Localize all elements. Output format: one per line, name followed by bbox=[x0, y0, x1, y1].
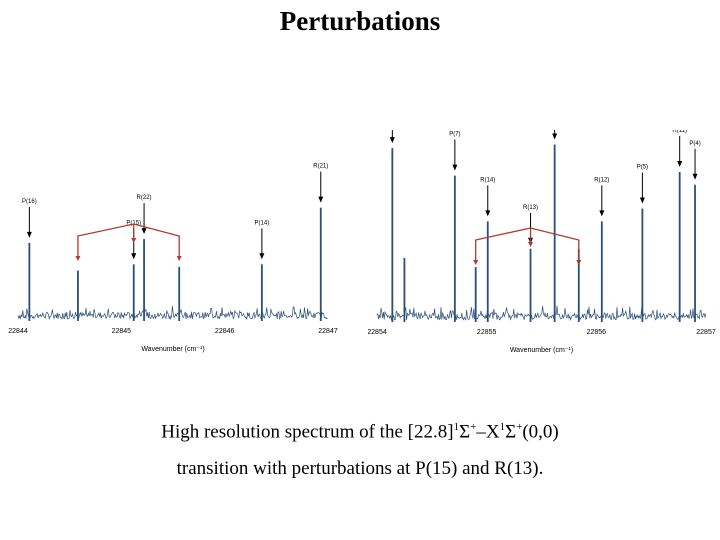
peak-arrow-head bbox=[452, 164, 458, 171]
spectrum-plot-right: R(15)P(7)R(14)R(13)P(6)R(12)P(5)R(11)P(4… bbox=[368, 130, 716, 354]
peak-label: P(16) bbox=[22, 199, 37, 205]
peak-arrow-head bbox=[26, 231, 32, 238]
caption-symbol: Σ bbox=[505, 421, 517, 443]
x-tick-label: 22857 bbox=[696, 329, 716, 336]
caption-superscript: 1 bbox=[499, 421, 506, 433]
peak-label: R(12) bbox=[594, 177, 609, 183]
peak-arrow-head bbox=[389, 137, 395, 144]
peak-arrow-head bbox=[692, 173, 698, 180]
peak-arrow-head bbox=[677, 160, 683, 167]
peak-arrow-head bbox=[485, 210, 491, 217]
perturbation-arrow-head bbox=[176, 256, 182, 261]
peak-arrow-head bbox=[318, 196, 324, 203]
spectrum-noise-line bbox=[376, 305, 707, 321]
peak-label: P(4) bbox=[689, 141, 700, 147]
caption-symbol: Σ bbox=[459, 421, 471, 443]
x-tick-label: 22844 bbox=[8, 328, 28, 335]
caption-superscript: + bbox=[470, 421, 477, 433]
perturbation-arrow-head bbox=[528, 242, 534, 247]
spectrum-plot-left: P(16) P(15) R(22) P(14) R(21) 22844 22845 22846… bbox=[8, 164, 338, 353]
peak-label: P(5) bbox=[637, 165, 648, 171]
peak-arrow-head bbox=[141, 228, 147, 235]
peak-label: R(11) bbox=[672, 130, 687, 134]
peak-arrow-head bbox=[639, 197, 645, 204]
x-tick-label: 22847 bbox=[318, 328, 338, 335]
x-axis-label: Wavenumber (cm⁻¹) bbox=[510, 347, 573, 354]
perturbation-arrow-head bbox=[131, 238, 137, 243]
perturbation-arrow-head bbox=[75, 256, 81, 261]
perturbation-arrow-head bbox=[473, 260, 479, 265]
peak-arrow-head bbox=[131, 253, 137, 260]
x-tick-label: 22846 bbox=[215, 328, 235, 335]
caption-line-1: High resolution spectrum of the [22.8]1Σ… bbox=[0, 421, 720, 443]
perturbation-arrow-head bbox=[576, 260, 582, 265]
caption-superscript: + bbox=[516, 421, 523, 433]
peak-arrow-head bbox=[259, 253, 265, 260]
x-tick-label: 22845 bbox=[112, 328, 132, 335]
x-tick-label: 22855 bbox=[477, 329, 497, 336]
peak-label: R(22) bbox=[137, 195, 152, 201]
perturbation-bracket bbox=[475, 227, 580, 260]
spectrum-noise-line bbox=[17, 305, 328, 321]
caption-line-2: transition with perturbations at P(15) a… bbox=[176, 458, 544, 479]
peak-arrow-head bbox=[599, 210, 605, 217]
caption-text: High resolution spectrum of the [22.8] bbox=[161, 421, 454, 443]
perturbation-bracket bbox=[77, 223, 180, 256]
peak-label: R(13) bbox=[523, 205, 538, 211]
peak-label: R(21) bbox=[313, 164, 328, 170]
peak-label: P(15) bbox=[126, 220, 141, 226]
x-tick-label: 22854 bbox=[368, 329, 387, 336]
x-tick-label: 22856 bbox=[587, 329, 607, 336]
peak-label: R(14) bbox=[480, 177, 495, 183]
caption-text: –X bbox=[476, 421, 500, 443]
peak-label: P(14) bbox=[255, 220, 270, 226]
x-axis-label: Wavenumber (cm⁻¹) bbox=[141, 346, 204, 353]
peak-arrow-head bbox=[552, 133, 558, 140]
caption-text: (0,0) bbox=[522, 421, 559, 443]
caption-superscript: 1 bbox=[453, 421, 460, 433]
slide-title: Perturbations bbox=[279, 6, 441, 36]
peak-label: P(7) bbox=[449, 132, 460, 138]
